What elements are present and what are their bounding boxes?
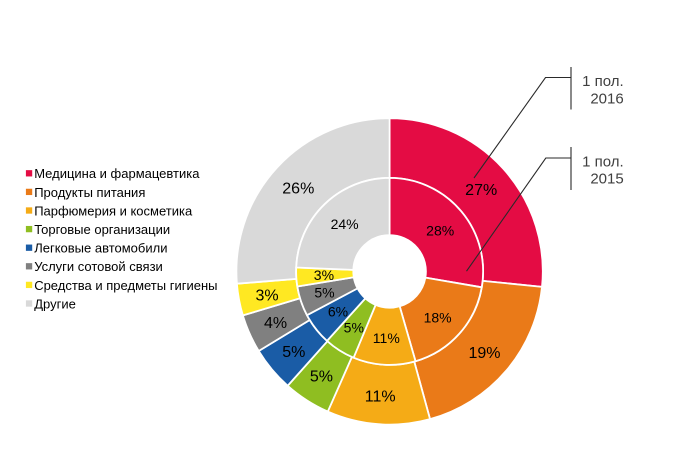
svg-text:5%: 5% [282,344,305,361]
svg-text:19%: 19% [468,345,500,362]
svg-text:2015: 2015 [590,171,623,188]
svg-text:Торговые организации: Торговые организации [34,222,170,237]
svg-text:11%: 11% [373,330,400,346]
svg-text:Легковые автомобили: Легковые автомобили [34,241,167,256]
svg-text:24%: 24% [331,216,359,232]
svg-text:26%: 26% [282,181,314,198]
svg-text:27%: 27% [465,182,497,199]
svg-text:Услуги сотовой связи: Услуги сотовой связи [34,259,163,274]
svg-text:Другие: Другие [34,296,76,311]
svg-text:6%: 6% [328,304,348,320]
svg-text:11%: 11% [365,389,396,406]
svg-text:4%: 4% [264,315,287,332]
svg-text:18%: 18% [424,309,452,325]
svg-text:Средства и предметы гигиены: Средства и предметы гигиены [34,278,217,293]
svg-text:5%: 5% [310,368,333,385]
svg-text:2016: 2016 [590,90,623,107]
svg-text:Продукты питания: Продукты питания [34,185,145,200]
svg-text:5%: 5% [314,285,334,301]
svg-text:1 пол.: 1 пол. [582,73,624,90]
svg-text:3%: 3% [314,267,334,283]
svg-text:Медицина и фармацевтика: Медицина и фармацевтика [34,166,200,181]
svg-text:1 пол.: 1 пол. [582,154,624,171]
svg-text:Парфюмерия и косметика: Парфюмерия и косметика [34,203,193,218]
svg-text:5%: 5% [344,319,364,335]
svg-text:3%: 3% [255,287,278,304]
svg-text:28%: 28% [426,222,454,238]
